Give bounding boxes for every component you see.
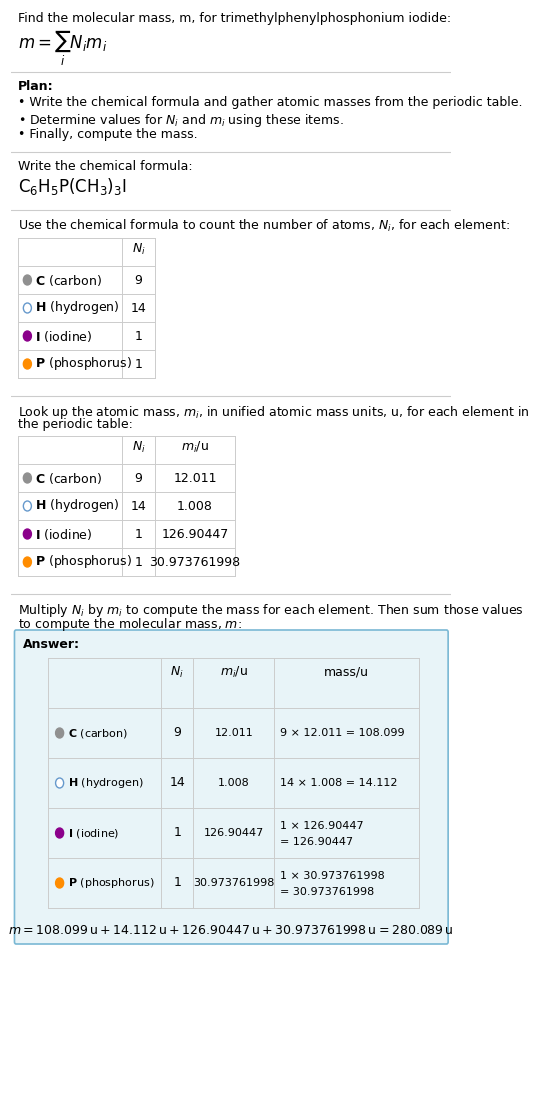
Text: 1: 1 <box>135 556 143 569</box>
FancyBboxPatch shape <box>15 630 448 944</box>
Text: 14: 14 <box>169 777 185 790</box>
Text: $\mathbf{I}$ (iodine): $\mathbf{I}$ (iodine) <box>35 526 93 542</box>
Text: 1.008: 1.008 <box>177 500 213 512</box>
Text: $\mathbf{P}$ (phosphorus): $\mathbf{P}$ (phosphorus) <box>35 554 132 570</box>
Text: 30.973761998: 30.973761998 <box>193 878 275 888</box>
Text: 12.011: 12.011 <box>173 472 217 485</box>
Text: 1 × 30.973761998: 1 × 30.973761998 <box>281 871 385 881</box>
Text: • Write the chemical formula and gather atomic masses from the periodic table.: • Write the chemical formula and gather … <box>17 96 522 109</box>
Text: $N_i$: $N_i$ <box>132 440 145 455</box>
Text: $\mathbf{H}$ (hydrogen): $\mathbf{H}$ (hydrogen) <box>35 300 120 316</box>
Text: $\mathbf{C}$ (carbon): $\mathbf{C}$ (carbon) <box>35 470 103 486</box>
Text: 126.90447: 126.90447 <box>204 828 264 838</box>
Text: 12.011: 12.011 <box>215 728 253 738</box>
Text: 1: 1 <box>135 329 143 342</box>
Circle shape <box>56 778 64 788</box>
Circle shape <box>23 275 32 286</box>
Text: $m = 108.099\,\mathrm{u} + 14.112\,\mathrm{u} + 126.90447\,\mathrm{u} + 30.97376: $m = 108.099\,\mathrm{u} + 14.112\,\math… <box>9 924 454 936</box>
Text: Write the chemical formula:: Write the chemical formula: <box>17 160 192 173</box>
Text: 9: 9 <box>135 472 143 485</box>
Text: 9: 9 <box>174 726 181 740</box>
Text: Plan:: Plan: <box>17 80 54 93</box>
Text: Look up the atomic mass, $m_i$, in unified atomic mass units, u, for each elemen: Look up the atomic mass, $m_i$, in unifi… <box>17 404 529 421</box>
Circle shape <box>23 529 32 539</box>
Text: $N_i$: $N_i$ <box>170 664 184 679</box>
Text: 1: 1 <box>135 527 143 540</box>
Text: $\mathbf{I}$ (iodine): $\mathbf{I}$ (iodine) <box>35 328 93 344</box>
Text: $\mathrm{C_6H_5P(CH_3)_3I}$: $\mathrm{C_6H_5P(CH_3)_3I}$ <box>17 176 127 197</box>
Circle shape <box>23 501 32 511</box>
Text: 14: 14 <box>130 500 146 512</box>
Text: 14: 14 <box>130 302 146 314</box>
Text: $\mathbf{C}$ (carbon): $\mathbf{C}$ (carbon) <box>68 726 128 740</box>
Text: 9: 9 <box>135 274 143 287</box>
Text: = 30.973761998: = 30.973761998 <box>281 887 375 897</box>
Text: Multiply $N_i$ by $m_i$ to compute the mass for each element. Then sum those val: Multiply $N_i$ by $m_i$ to compute the m… <box>17 602 524 619</box>
Text: • Determine values for $N_i$ and $m_i$ using these items.: • Determine values for $N_i$ and $m_i$ u… <box>17 112 343 129</box>
Text: $\mathbf{C}$ (carbon): $\mathbf{C}$ (carbon) <box>35 272 103 288</box>
Text: Answer:: Answer: <box>22 638 80 651</box>
Text: Use the chemical formula to count the number of atoms, $N_i$, for each element:: Use the chemical formula to count the nu… <box>17 218 509 234</box>
Text: $\mathbf{H}$ (hydrogen): $\mathbf{H}$ (hydrogen) <box>35 498 120 514</box>
Text: Find the molecular mass, m, for trimethylphenylphosphonium iodide:: Find the molecular mass, m, for trimethy… <box>17 12 451 25</box>
Text: 1: 1 <box>135 358 143 371</box>
Text: $m_i$/u: $m_i$/u <box>181 440 209 455</box>
Circle shape <box>56 878 64 888</box>
Circle shape <box>56 728 64 738</box>
Circle shape <box>23 473 32 482</box>
Text: $\mathbf{P}$ (phosphorus): $\mathbf{P}$ (phosphorus) <box>68 876 154 891</box>
Text: to compute the molecular mass, $m$:: to compute the molecular mass, $m$: <box>17 616 241 633</box>
Text: $\mathbf{I}$ (iodine): $\mathbf{I}$ (iodine) <box>68 826 119 839</box>
Circle shape <box>23 303 32 313</box>
Circle shape <box>56 828 64 838</box>
Text: 1: 1 <box>174 876 181 889</box>
Text: mass/u: mass/u <box>324 665 369 678</box>
Text: the periodic table:: the periodic table: <box>17 418 133 431</box>
Text: $\mathbf{P}$ (phosphorus): $\mathbf{P}$ (phosphorus) <box>35 356 132 372</box>
Text: $\mathbf{H}$ (hydrogen): $\mathbf{H}$ (hydrogen) <box>68 776 144 790</box>
Text: $N_i$: $N_i$ <box>132 242 145 257</box>
Text: 1 × 126.90447: 1 × 126.90447 <box>281 820 364 831</box>
Text: 14 × 1.008 = 14.112: 14 × 1.008 = 14.112 <box>281 778 398 788</box>
Circle shape <box>23 557 32 567</box>
Text: 30.973761998: 30.973761998 <box>150 556 241 569</box>
Text: • Finally, compute the mass.: • Finally, compute the mass. <box>17 128 197 141</box>
Text: = 126.90447: = 126.90447 <box>281 837 354 847</box>
Circle shape <box>23 331 32 341</box>
Circle shape <box>23 359 32 369</box>
Text: 9 × 12.011 = 108.099: 9 × 12.011 = 108.099 <box>281 728 405 738</box>
Text: 1.008: 1.008 <box>218 778 250 788</box>
Text: 126.90447: 126.90447 <box>162 527 229 540</box>
Text: 1: 1 <box>174 826 181 839</box>
Text: $m_i$/u: $m_i$/u <box>219 664 248 679</box>
Text: $m = \sum_i N_i m_i$: $m = \sum_i N_i m_i$ <box>17 28 107 68</box>
